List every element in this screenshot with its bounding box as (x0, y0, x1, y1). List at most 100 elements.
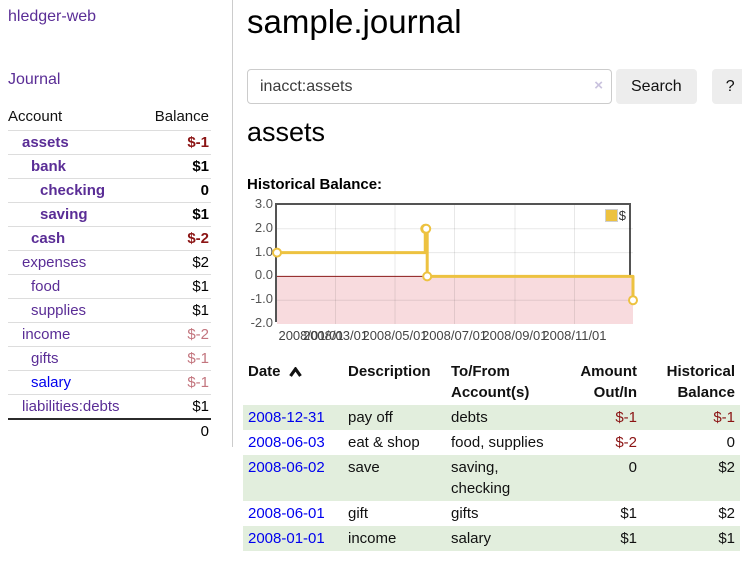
chart-canvas (272, 205, 638, 324)
account-row: income $-2 (8, 322, 211, 347)
accounts-table-header: Account Balance (8, 104, 211, 131)
register-col-amount-out-in: Amount Out/In (580, 363, 637, 401)
account-heading: assets (247, 117, 326, 147)
account-balance: $1 (192, 398, 209, 415)
transaction-amount: $-1 (615, 409, 637, 426)
register-row: 2008-12-31 pay off debts $-1 $-1 (243, 405, 740, 430)
account-link[interactable]: bank (31, 158, 67, 175)
y-tick-label: 2.0 (254, 219, 273, 235)
x-tick-label: 2008/09/01 (482, 328, 548, 343)
account-link[interactable]: salary (31, 374, 72, 391)
account-link[interactable]: checking (40, 182, 106, 199)
search-button[interactable]: Search (616, 69, 697, 104)
account-link[interactable]: gifts (31, 350, 59, 367)
account-balance: $-2 (187, 230, 209, 247)
account-row: saving $1 (8, 202, 211, 227)
accounts-table: Account Balance assets $-1 bank $1 checking 0… (8, 104, 211, 443)
account-link[interactable]: saving (40, 206, 88, 223)
account-row: liabilities:debts $1 (8, 394, 211, 420)
transaction-accounts: saving, checking (451, 459, 511, 497)
account-row: salary $-1 (8, 370, 211, 395)
page-title: sample.journal (247, 3, 462, 40)
accounts-col-balance: Balance (154, 108, 209, 125)
help-button[interactable]: ? (711, 69, 742, 104)
transaction-accounts: debts (451, 409, 488, 426)
sort-asc-icon (288, 366, 302, 377)
register-row: 2008-01-01 income salary $1 $1 (243, 526, 740, 551)
x-tick-label: 2008/03/01 (302, 328, 369, 343)
register-row: 2008-06-03 eat & shop food, supplies $-2 0 (243, 430, 740, 455)
transaction-balance: $1 (718, 530, 735, 547)
account-balance: $-1 (187, 134, 209, 151)
account-link[interactable]: expenses (22, 254, 87, 271)
register-col-date[interactable]: Date (243, 359, 343, 405)
transaction-accounts: salary (451, 530, 492, 547)
account-balance: $1 (192, 302, 209, 319)
transaction-date-link[interactable]: 2008-06-01 (248, 505, 325, 522)
transaction-description: pay off (348, 409, 393, 426)
account-link[interactable]: food (31, 278, 61, 295)
account-row: assets $-1 (8, 130, 211, 155)
historical-balance-label: Historical Balance: (247, 176, 383, 193)
x-tick-label: 2008/05/01 (362, 328, 428, 343)
x-tick-label: 2008/11/01 (542, 328, 607, 343)
legend-swatch-icon (604, 209, 618, 222)
transaction-accounts: food, supplies (451, 434, 544, 451)
accounts-total-value: 0 (200, 423, 209, 440)
clear-search-icon[interactable]: × (594, 77, 603, 94)
register-col-to-from-account-s-: To/From Account(s) (451, 363, 530, 401)
brand-link[interactable]: hledger-web (8, 8, 97, 25)
account-balance: $1 (192, 206, 209, 223)
transaction-balance: $2 (718, 459, 735, 476)
transaction-date-link[interactable]: 2008-06-03 (248, 434, 325, 451)
transaction-balance: $-1 (713, 409, 735, 426)
transaction-amount: 0 (628, 459, 637, 476)
transaction-description: gift (348, 505, 369, 522)
transaction-date-link[interactable]: 2008-01-01 (248, 530, 325, 547)
register-table: Date Description To/From Account(s) Amount… (243, 359, 740, 551)
search-input[interactable] (247, 69, 612, 104)
transaction-amount: $1 (620, 505, 637, 522)
transaction-description: income (348, 530, 397, 547)
account-balance: $-2 (187, 326, 209, 343)
accounts-total-row: 0 (8, 419, 211, 443)
account-row: food $1 (8, 274, 211, 299)
historical-balance-chart: 3.0 2.0 1.0 0.0 -1.0 -2.0 $ 2008/01/01 2008/03… (247, 196, 742, 345)
transaction-accounts: gifts (451, 505, 479, 522)
account-balance: $-1 (187, 350, 209, 367)
y-tick-label: -2.0 (250, 315, 273, 330)
register-table-header: Date Description To/From Account(s) Amount… (243, 359, 740, 405)
account-link[interactable]: income (22, 326, 71, 343)
legend-label: $ (618, 208, 626, 223)
register-col-description: Description (348, 363, 431, 380)
x-tick-label: 2008/07/01 (421, 328, 488, 343)
search-row: × Search ? (247, 69, 742, 104)
search-input-wrap: × (247, 69, 612, 104)
sidebar-item-journal[interactable]: Journal (8, 71, 61, 88)
account-link[interactable]: assets (22, 134, 69, 151)
account-row: supplies $1 (8, 298, 211, 323)
chart-legend: $ (604, 208, 626, 223)
account-link[interactable]: cash (31, 230, 66, 247)
account-balance: 0 (200, 182, 209, 199)
account-row: cash $-2 (8, 226, 211, 251)
account-balance: $-1 (187, 374, 209, 391)
account-link[interactable]: liabilities:debts (22, 398, 120, 415)
chart-plot-area: $ (272, 203, 638, 324)
accounts-col-account: Account (8, 108, 63, 125)
account-row: expenses $2 (8, 250, 211, 275)
account-balance: $1 (192, 158, 209, 175)
transaction-balance: 0 (726, 434, 735, 451)
y-tick-label: 0.0 (254, 267, 273, 283)
x-tick-label: 2008/01/01 (278, 328, 344, 343)
transaction-amount: $1 (620, 530, 637, 547)
transaction-date-link[interactable]: 2008-12-31 (248, 409, 325, 426)
account-link[interactable]: supplies (31, 302, 87, 319)
transaction-date-link[interactable]: 2008-06-02 (248, 459, 325, 476)
transaction-description: save (348, 459, 380, 476)
transaction-amount: $-2 (615, 434, 637, 451)
transaction-balance: $2 (718, 505, 735, 522)
transaction-description: eat & shop (348, 434, 420, 451)
sidebar-divider (232, 0, 233, 447)
